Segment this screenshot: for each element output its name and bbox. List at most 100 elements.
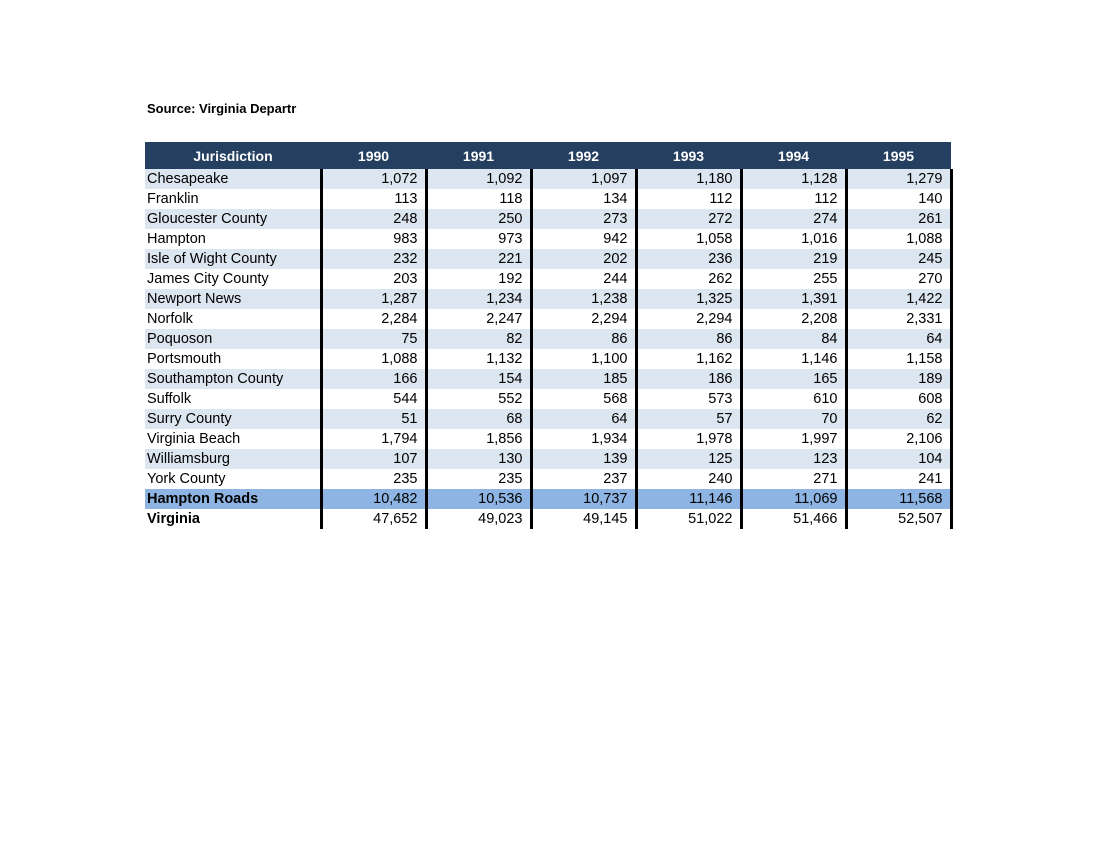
- table-row: Southampton County 166 154 185 186 165 189: [145, 369, 953, 389]
- jurisdiction-name: Southampton County: [145, 369, 321, 389]
- jurisdiction-name: Virginia Beach: [145, 429, 321, 449]
- year-value-cell: 1,287: [319, 289, 426, 309]
- year-value-cell: 134: [529, 189, 636, 209]
- year-value-cell: 261: [844, 209, 953, 229]
- year-value-cell: 11,069: [739, 489, 846, 509]
- jurisdiction-name: Portsmouth: [145, 349, 321, 369]
- year-value-cell: 2,106: [844, 429, 953, 449]
- jurisdiction-name: Franklin: [145, 189, 321, 209]
- year-value-cell: 11,146: [634, 489, 741, 509]
- year-value-cell: 185: [529, 369, 636, 389]
- jurisdiction-name: Newport News: [145, 289, 321, 309]
- year-value-cell: 2,284: [319, 309, 426, 329]
- year-value-cell: 1,180: [634, 169, 741, 189]
- year-value-cell: 2,208: [739, 309, 846, 329]
- year-value-cell: 272: [634, 209, 741, 229]
- year-value-cell: 1,934: [529, 429, 636, 449]
- year-value-cell: 166: [319, 369, 426, 389]
- year-value-cell: 1,097: [529, 169, 636, 189]
- table-row: James City County 203 192 244 262 255 270: [145, 269, 953, 289]
- year-value-cell: 1,092: [424, 169, 531, 189]
- year-value-cell: 942: [529, 229, 636, 249]
- year-value-cell: 248: [319, 209, 426, 229]
- year-value-cell: 255: [739, 269, 846, 289]
- year-value-cell: 70: [739, 409, 846, 429]
- year-value-cell: 10,482: [319, 489, 426, 509]
- year-value-cell: 123: [739, 449, 846, 469]
- jurisdiction-name: Chesapeake: [145, 169, 321, 189]
- jurisdiction-name: Suffolk: [145, 389, 321, 409]
- jurisdiction-table-container: Jurisdiction 1990 1991 1992 1993 1994 19…: [145, 142, 953, 529]
- year-value-cell: 1,146: [739, 349, 846, 369]
- year-value-cell: 241: [844, 469, 953, 489]
- year-value-cell: 983: [319, 229, 426, 249]
- year-value-cell: 186: [634, 369, 741, 389]
- table-row: Suffolk 544 552 568 573 610 608: [145, 389, 953, 409]
- year-value-cell: 1,072: [319, 169, 426, 189]
- year-value-cell: 1,100: [529, 349, 636, 369]
- year-value-cell: 52,507: [844, 509, 953, 529]
- year-value-cell: 113: [319, 189, 426, 209]
- year-value-cell: 610: [739, 389, 846, 409]
- year-value-cell: 2,247: [424, 309, 531, 329]
- year-value-cell: 271: [739, 469, 846, 489]
- year-value-cell: 49,145: [529, 509, 636, 529]
- year-value-cell: 1,132: [424, 349, 531, 369]
- jurisdiction-name: Norfolk: [145, 309, 321, 329]
- year-value-cell: 203: [319, 269, 426, 289]
- year-value-cell: 270: [844, 269, 953, 289]
- jurisdiction-name: Virginia: [145, 509, 321, 529]
- year-value-cell: 973: [424, 229, 531, 249]
- table-row: Norfolk 2,284 2,247 2,294 2,294 2,208 2,331: [145, 309, 953, 329]
- year-value-cell: 86: [634, 329, 741, 349]
- year-value-cell: 68: [424, 409, 531, 429]
- year-value-cell: 273: [529, 209, 636, 229]
- jurisdiction-name: James City County: [145, 269, 321, 289]
- table-row: Poquoson 75 82 86 86 84 64: [145, 329, 953, 349]
- year-value-cell: 189: [844, 369, 953, 389]
- year-value-cell: 568: [529, 389, 636, 409]
- year-value-cell: 57: [634, 409, 741, 429]
- jurisdiction-table: Jurisdiction 1990 1991 1992 1993 1994 19…: [145, 142, 953, 529]
- year-value-cell: 235: [319, 469, 426, 489]
- year-value-cell: 240: [634, 469, 741, 489]
- year-value-cell: 1,238: [529, 289, 636, 309]
- year-value-cell: 1,162: [634, 349, 741, 369]
- year-value-cell: 235: [424, 469, 531, 489]
- table-body: Chesapeake 1,072 1,092 1,097 1,180 1,128 1,279…: [145, 169, 953, 529]
- header-jurisdiction: Jurisdiction: [145, 142, 321, 169]
- year-value-cell: 51,022: [634, 509, 741, 529]
- jurisdiction-name: Williamsburg: [145, 449, 321, 469]
- header-year: 1994: [741, 142, 846, 169]
- jurisdiction-name: Hampton: [145, 229, 321, 249]
- year-value-cell: 86: [529, 329, 636, 349]
- table-row: Surry County 51 68 64 57 70 62: [145, 409, 953, 429]
- year-value-cell: 51,466: [739, 509, 846, 529]
- header-year: 1993: [636, 142, 741, 169]
- table-row: Virginia Beach 1,794 1,856 1,934 1,978 1,997 2…: [145, 429, 953, 449]
- year-value-cell: 84: [739, 329, 846, 349]
- year-value-cell: 165: [739, 369, 846, 389]
- year-value-cell: 107: [319, 449, 426, 469]
- jurisdiction-name: Isle of Wight County: [145, 249, 321, 269]
- year-value-cell: 11,568: [844, 489, 953, 509]
- year-value-cell: 75: [319, 329, 426, 349]
- table-row: Franklin 113 118 134 112 112 140: [145, 189, 953, 209]
- year-value-cell: 118: [424, 189, 531, 209]
- year-value-cell: 1,794: [319, 429, 426, 449]
- year-value-cell: 1,016: [739, 229, 846, 249]
- table-row: Hampton 983 973 942 1,058 1,016 1,088: [145, 229, 953, 249]
- jurisdiction-name: Poquoson: [145, 329, 321, 349]
- year-value-cell: 232: [319, 249, 426, 269]
- table-row: York County 235 235 237 240 271 241: [145, 469, 953, 489]
- header-year: 1990: [321, 142, 426, 169]
- year-value-cell: 236: [634, 249, 741, 269]
- year-value-cell: 125: [634, 449, 741, 469]
- header-year: 1992: [531, 142, 636, 169]
- year-value-cell: 219: [739, 249, 846, 269]
- year-value-cell: 104: [844, 449, 953, 469]
- year-value-cell: 140: [844, 189, 953, 209]
- year-value-cell: 64: [844, 329, 953, 349]
- year-value-cell: 2,294: [529, 309, 636, 329]
- year-value-cell: 62: [844, 409, 953, 429]
